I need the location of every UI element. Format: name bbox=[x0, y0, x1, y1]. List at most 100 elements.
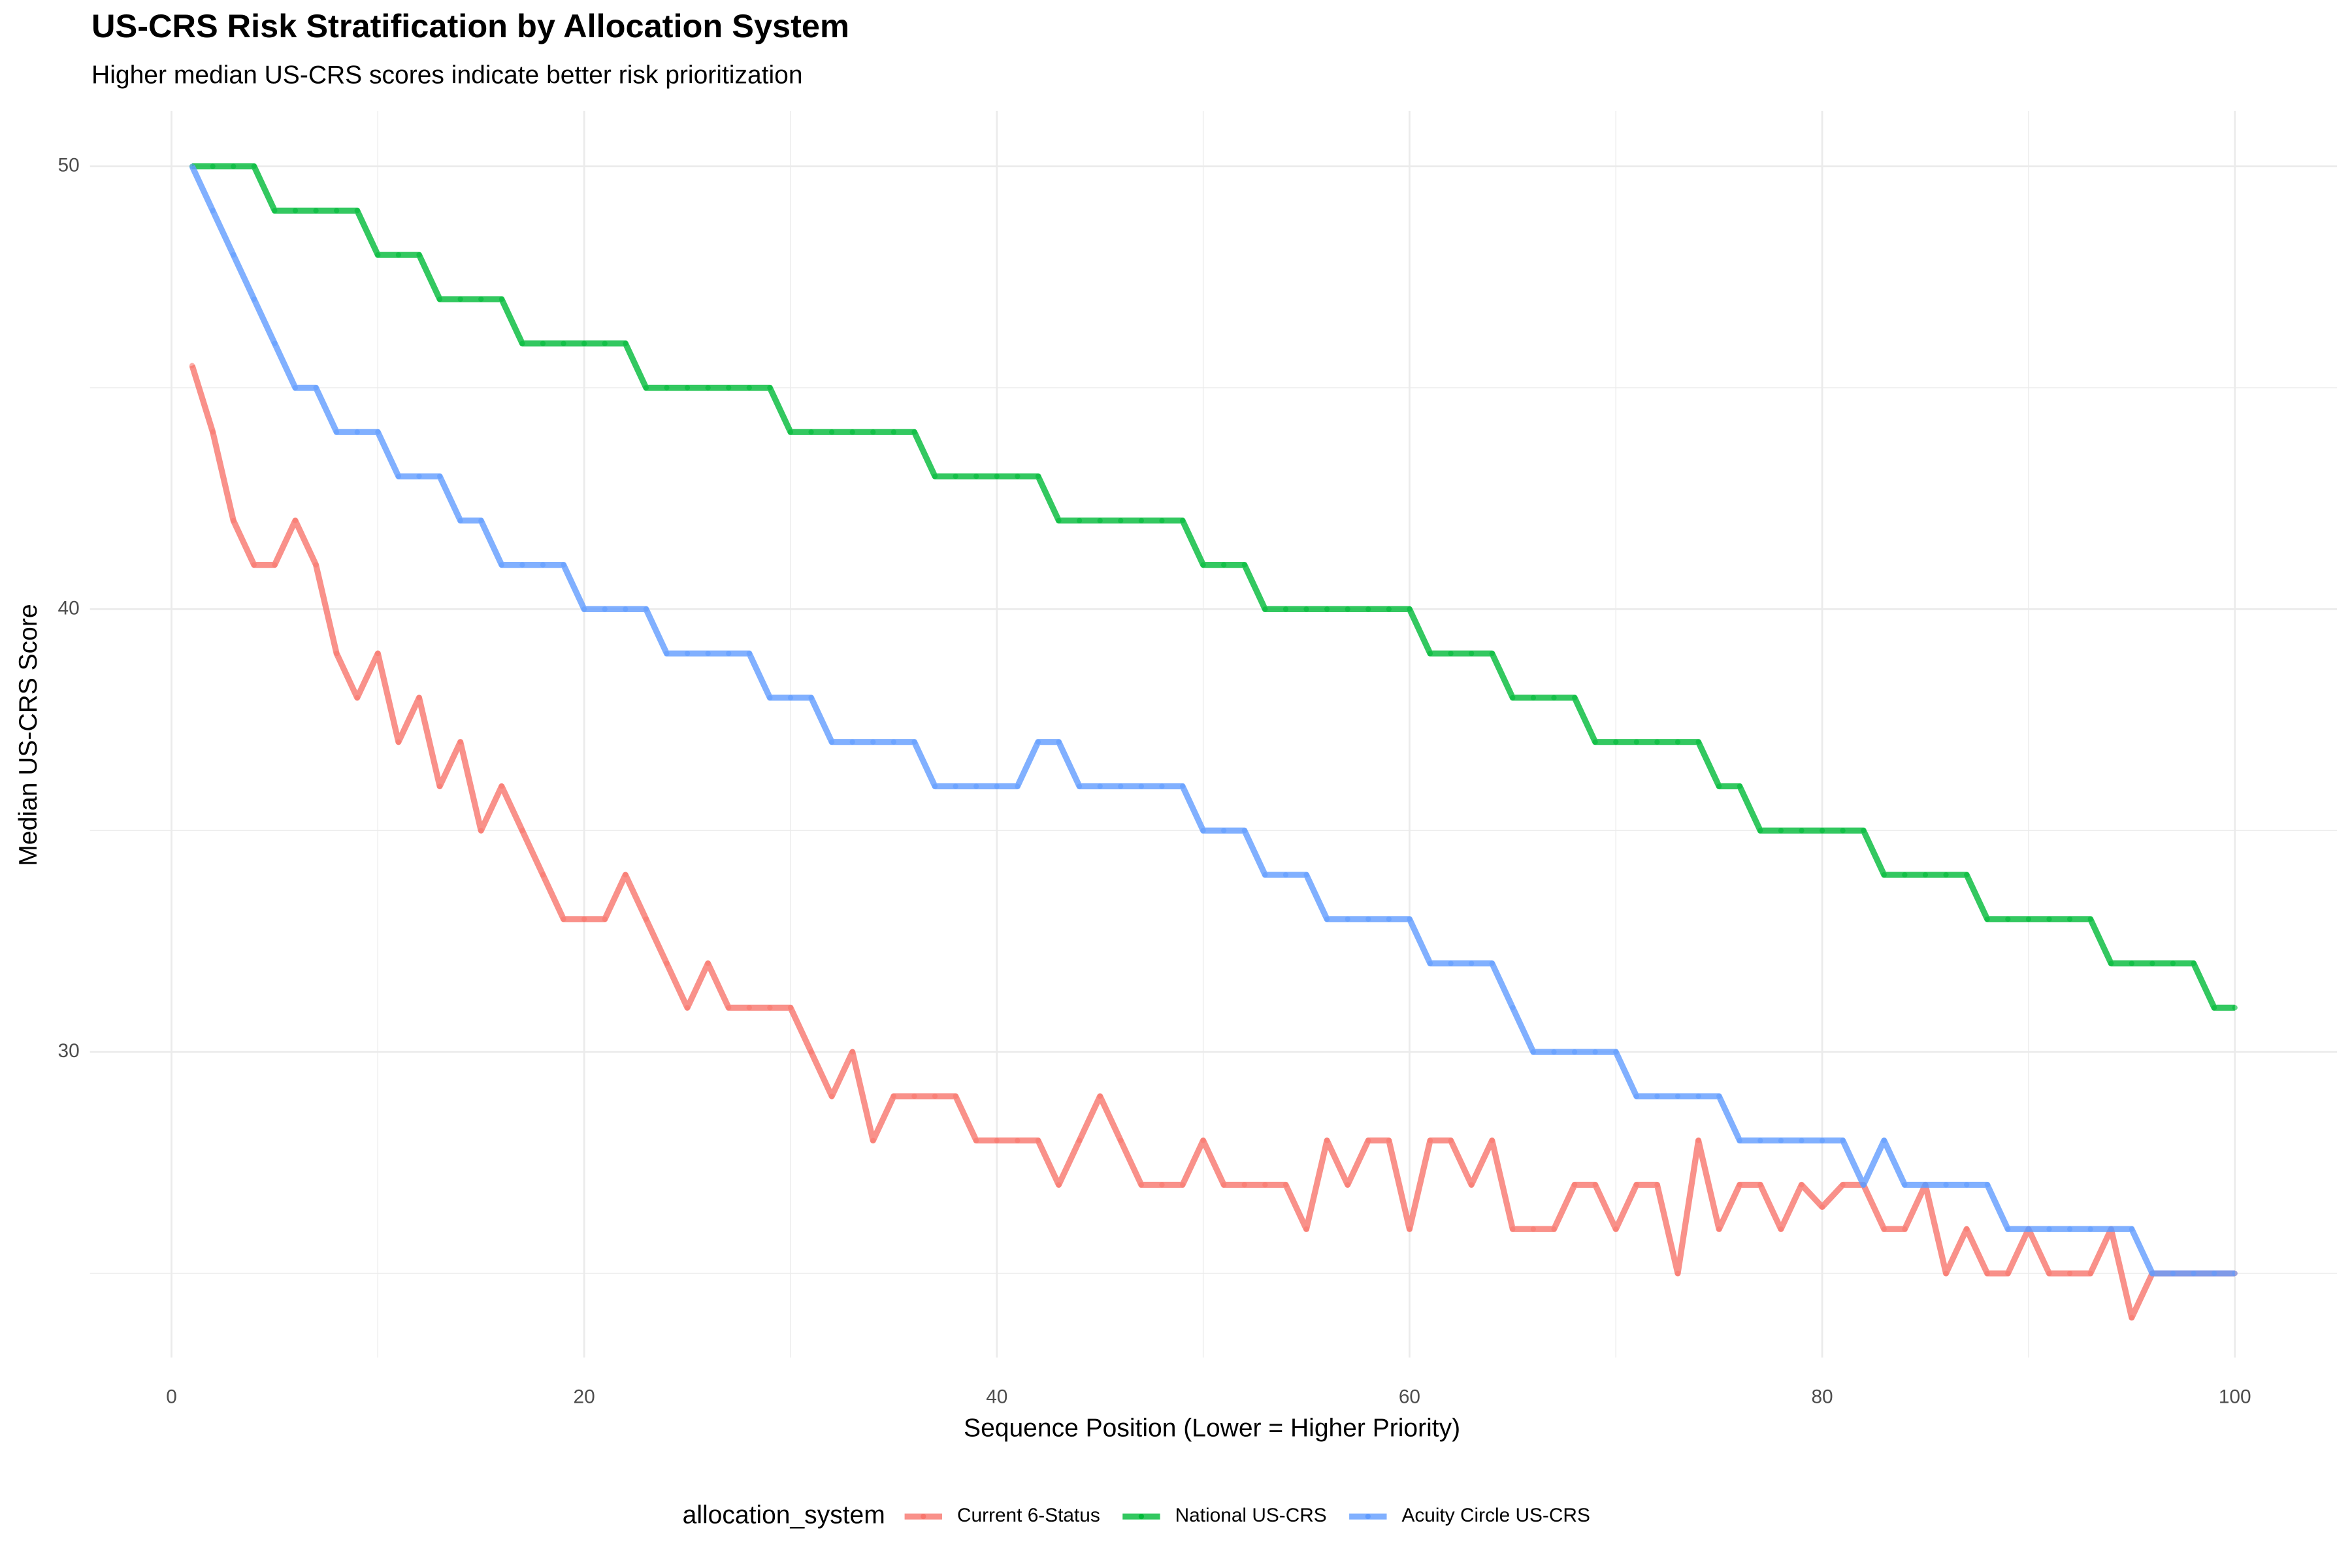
data-point bbox=[1551, 1049, 1557, 1055]
data-point bbox=[1695, 1137, 1701, 1143]
data-point bbox=[1551, 1226, 1557, 1232]
data-point bbox=[1530, 1226, 1537, 1232]
data-point bbox=[808, 1049, 814, 1055]
data-point bbox=[746, 385, 752, 391]
data-point bbox=[1448, 960, 1454, 966]
data-point bbox=[828, 429, 835, 435]
data-point bbox=[1695, 1093, 1701, 1100]
data-point bbox=[1365, 606, 1371, 612]
data-point bbox=[375, 651, 381, 657]
data-point bbox=[313, 562, 319, 568]
data-point bbox=[664, 960, 670, 966]
data-point bbox=[210, 163, 216, 169]
data-point bbox=[684, 385, 691, 391]
data-point bbox=[2005, 1226, 2011, 1232]
data-point bbox=[2170, 1270, 2176, 1277]
data-point bbox=[1407, 606, 1413, 612]
data-point bbox=[1964, 1226, 1970, 1232]
data-point bbox=[828, 739, 835, 745]
legend-key-point bbox=[1138, 1514, 1145, 1520]
data-point bbox=[746, 1005, 752, 1011]
data-point bbox=[1592, 739, 1598, 745]
data-point bbox=[1571, 1182, 1578, 1188]
data-point bbox=[1695, 739, 1701, 745]
data-point bbox=[1881, 872, 1887, 878]
data-point bbox=[478, 296, 484, 302]
data-point bbox=[1489, 960, 1495, 966]
data-point bbox=[1922, 872, 1929, 878]
data-point bbox=[932, 1093, 938, 1100]
data-point bbox=[1345, 1182, 1350, 1188]
grid: 0 20 40 60 80 100 30 40 50 bbox=[57, 110, 2338, 1408]
data-point bbox=[1469, 651, 1475, 657]
data-point bbox=[2149, 1270, 2155, 1277]
data-point bbox=[1778, 1226, 1784, 1232]
data-point bbox=[498, 783, 504, 789]
data-point bbox=[1840, 828, 1846, 834]
data-point bbox=[334, 208, 340, 214]
x-tick-label: 40 bbox=[986, 1386, 1007, 1408]
data-point bbox=[1819, 1137, 1825, 1143]
data-point bbox=[1633, 1182, 1639, 1188]
data-point bbox=[911, 1093, 917, 1100]
y-tick-label: 30 bbox=[57, 1040, 79, 1062]
data-point bbox=[1881, 1226, 1887, 1232]
data-point bbox=[705, 960, 711, 966]
data-point bbox=[436, 296, 443, 302]
data-point bbox=[1489, 651, 1495, 657]
data-point bbox=[1221, 1182, 1227, 1188]
data-point bbox=[1159, 1182, 1165, 1188]
data-point bbox=[1633, 739, 1639, 745]
data-point bbox=[602, 606, 608, 612]
data-point bbox=[1448, 1137, 1454, 1143]
data-point bbox=[354, 429, 360, 435]
data-point bbox=[1159, 517, 1165, 523]
data-point bbox=[1469, 960, 1475, 966]
data-point bbox=[2108, 1226, 2114, 1232]
data-point bbox=[623, 872, 629, 878]
data-point bbox=[808, 429, 814, 435]
data-point bbox=[2087, 1226, 2093, 1232]
data-point bbox=[643, 385, 649, 391]
data-point bbox=[251, 296, 257, 302]
data-point bbox=[189, 363, 195, 368]
data-point bbox=[808, 694, 814, 701]
data-point bbox=[828, 1093, 835, 1100]
data-point bbox=[540, 340, 546, 346]
data-point bbox=[519, 562, 525, 568]
x-tick-label: 20 bbox=[574, 1386, 595, 1408]
data-point bbox=[1778, 828, 1784, 834]
data-point bbox=[1799, 1182, 1805, 1188]
data-point bbox=[272, 208, 278, 214]
data-point bbox=[2087, 916, 2093, 922]
data-point bbox=[334, 651, 340, 657]
data-point bbox=[1571, 1049, 1578, 1055]
data-point bbox=[932, 783, 938, 789]
data-point bbox=[1922, 1182, 1929, 1188]
data-point bbox=[1943, 1270, 1949, 1277]
data-point bbox=[1654, 1182, 1660, 1188]
data-point bbox=[498, 562, 504, 568]
data-point bbox=[1716, 1093, 1722, 1100]
data-point bbox=[1118, 517, 1124, 523]
data-point bbox=[1737, 783, 1742, 789]
data-point bbox=[1964, 872, 1970, 878]
data-point bbox=[643, 606, 649, 612]
data-point bbox=[1674, 739, 1681, 745]
data-point bbox=[519, 828, 525, 834]
data-point bbox=[2170, 960, 2176, 966]
data-point bbox=[251, 562, 257, 568]
data-point bbox=[375, 252, 381, 258]
data-point bbox=[1056, 517, 1062, 523]
data-point bbox=[1448, 651, 1454, 657]
data-point bbox=[436, 473, 443, 480]
data-point bbox=[767, 694, 773, 701]
data-point bbox=[1757, 1137, 1763, 1143]
data-point bbox=[953, 783, 958, 789]
data-point bbox=[375, 429, 381, 435]
data-point bbox=[1076, 1137, 1083, 1143]
data-point bbox=[2005, 916, 2011, 922]
data-point bbox=[1303, 606, 1309, 612]
data-point bbox=[1613, 739, 1619, 745]
data-point bbox=[1407, 916, 1413, 922]
